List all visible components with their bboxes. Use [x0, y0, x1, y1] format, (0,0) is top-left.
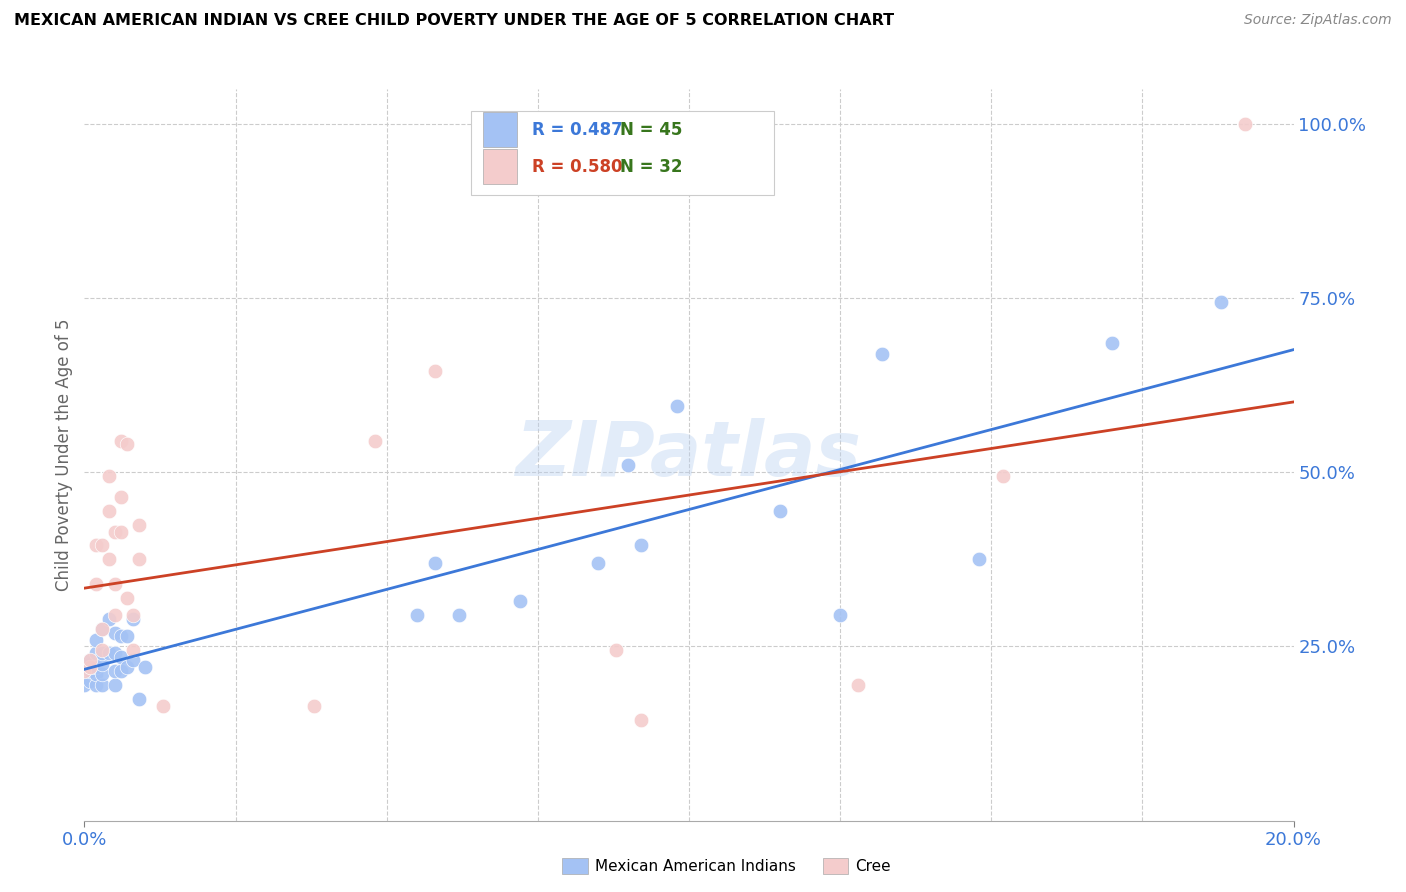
Point [423, 364, 446, 378]
Text: N = 32: N = 32 [620, 158, 682, 176]
Point [110, 524, 132, 539]
Point [302, 698, 325, 713]
Text: MEXICAN AMERICAN INDIAN VS CREE CHILD POVERTY UNDER THE AGE OF 5 CORRELATION CHA: MEXICAN AMERICAN INDIAN VS CREE CHILD PO… [14, 13, 894, 29]
Point [128, 691, 150, 706]
Point [91, 539, 114, 553]
FancyBboxPatch shape [484, 112, 517, 147]
Point [605, 643, 627, 657]
Point [115, 629, 138, 643]
Point [91, 622, 114, 636]
Point [86, 678, 108, 692]
Point [86, 667, 108, 681]
Point [91, 678, 114, 692]
Point [665, 399, 688, 413]
Point [104, 608, 127, 623]
Point [128, 517, 150, 532]
Point [617, 458, 640, 473]
Point [104, 524, 127, 539]
Point [115, 591, 138, 605]
Point [91, 667, 114, 681]
Point [91, 622, 114, 636]
Point [79, 653, 101, 667]
Point [115, 437, 138, 451]
Text: Cree: Cree [855, 859, 890, 873]
Point [630, 539, 652, 553]
Point [121, 643, 143, 657]
Text: Mexican American Indians: Mexican American Indians [595, 859, 796, 873]
Text: R = 0.580: R = 0.580 [531, 158, 623, 176]
Point [1234, 117, 1257, 131]
Y-axis label: Child Poverty Under the Age of 5: Child Poverty Under the Age of 5 [55, 318, 73, 591]
Text: ZIPatlas: ZIPatlas [516, 418, 862, 491]
Point [104, 647, 127, 661]
Point [86, 539, 108, 553]
Point [91, 647, 114, 661]
Point [121, 608, 143, 623]
Point [509, 594, 531, 608]
Point [110, 664, 132, 678]
Point [97, 503, 120, 517]
Point [152, 698, 174, 713]
Point [86, 632, 108, 647]
Point [993, 468, 1015, 483]
Point [73, 664, 96, 678]
Point [406, 608, 429, 623]
Point [110, 434, 132, 448]
Point [363, 434, 385, 448]
Point [104, 576, 127, 591]
Point [110, 490, 132, 504]
Point [110, 649, 132, 664]
Point [872, 347, 894, 361]
Point [121, 612, 143, 626]
Point [79, 660, 101, 674]
Point [1209, 294, 1232, 309]
Point [110, 629, 132, 643]
Point [830, 608, 852, 623]
Point [104, 678, 127, 692]
Point [86, 647, 108, 661]
Point [79, 674, 101, 689]
Point [97, 612, 120, 626]
Point [134, 660, 156, 674]
Point [104, 664, 127, 678]
Point [104, 625, 127, 640]
Point [121, 653, 143, 667]
Point [630, 713, 652, 727]
Text: N = 45: N = 45 [620, 120, 682, 139]
Point [91, 657, 114, 671]
Point [97, 468, 120, 483]
Point [769, 503, 792, 517]
Point [79, 653, 101, 667]
Point [423, 556, 446, 570]
FancyBboxPatch shape [471, 112, 773, 195]
Text: R = 0.487: R = 0.487 [531, 120, 623, 139]
Point [86, 576, 108, 591]
Point [128, 552, 150, 566]
Point [73, 678, 96, 692]
Point [967, 552, 990, 566]
Point [1101, 336, 1123, 351]
Point [588, 556, 610, 570]
Text: Source: ZipAtlas.com: Source: ZipAtlas.com [1244, 13, 1392, 28]
Point [115, 660, 138, 674]
Point [79, 660, 101, 674]
Point [79, 657, 101, 671]
Point [79, 664, 101, 678]
Point [97, 552, 120, 566]
Point [846, 678, 869, 692]
Point [97, 647, 120, 661]
FancyBboxPatch shape [484, 149, 517, 185]
Point [449, 608, 471, 623]
Point [91, 643, 114, 657]
Point [86, 660, 108, 674]
